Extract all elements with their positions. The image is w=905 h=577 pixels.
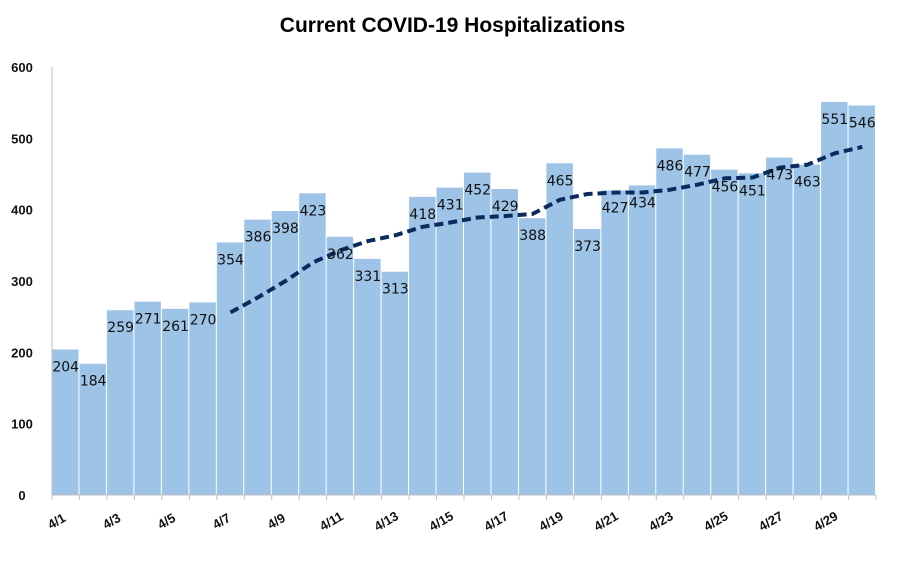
x-tick-label: 4/3 <box>100 510 123 532</box>
y-tick-label: 400 <box>11 203 33 218</box>
x-tick-label: 4/7 <box>210 510 233 532</box>
data-label-4-8: 386 <box>245 230 272 246</box>
x-tick-label: 4/21 <box>591 508 620 534</box>
x-tick-label: 4/19 <box>536 508 565 534</box>
chart-title: Current COVID-19 Hospitalizations <box>279 14 626 37</box>
bar-4-18 <box>518 218 546 495</box>
data-label-4-1: 204 <box>52 359 79 375</box>
data-label-4-16: 452 <box>464 183 491 199</box>
bar-4-16 <box>464 172 491 495</box>
data-label-4-30: 546 <box>849 116 876 132</box>
data-label-4-21: 427 <box>602 200 629 216</box>
data-label-4-19: 465 <box>547 173 574 189</box>
bar-4-19 <box>546 163 573 496</box>
bar-4-14 <box>409 196 436 495</box>
data-label-4-9: 398 <box>272 221 299 237</box>
data-label-4-23: 486 <box>657 158 684 174</box>
data-label-4-15: 431 <box>437 198 464 214</box>
data-label-4-14: 418 <box>409 207 436 223</box>
bar-4-29 <box>821 101 848 495</box>
bar-4-9 <box>271 211 299 496</box>
bar-4-17 <box>491 188 518 496</box>
bar-4-8 <box>244 219 271 496</box>
bar-4-1 <box>52 349 79 495</box>
x-tick-label: 4/5 <box>155 510 178 532</box>
bar-4-3 <box>106 310 134 495</box>
data-label-4-26: 451 <box>739 183 766 199</box>
bar-4-27 <box>766 157 793 496</box>
bar-4-23 <box>656 148 683 495</box>
y-tick-label: 200 <box>11 345 33 360</box>
data-label-4-25: 456 <box>712 180 739 196</box>
data-label-4-28: 463 <box>794 175 821 191</box>
bar-4-21 <box>601 190 628 495</box>
x-tick-label: 4/1 <box>45 510 68 532</box>
bar-4-26 <box>738 173 766 495</box>
data-label-4-13: 313 <box>382 282 409 298</box>
y-tick-label: 100 <box>11 417 33 432</box>
bar-4-4 <box>134 301 161 495</box>
data-label-4-18: 388 <box>519 228 546 244</box>
data-label-4-27: 473 <box>766 168 793 184</box>
x-tick-label: 4/13 <box>372 508 401 534</box>
bar-4-13 <box>381 271 409 495</box>
trend-line <box>229 144 863 315</box>
bar-4-25 <box>711 169 738 495</box>
bar-4-5 <box>161 308 189 495</box>
data-label-4-22: 434 <box>629 195 656 211</box>
x-tick-label: 4/11 <box>317 508 346 533</box>
bar-4-15 <box>436 187 463 495</box>
y-tick-label: 500 <box>11 131 33 146</box>
data-label-4-6: 270 <box>190 312 217 328</box>
data-label-4-7: 354 <box>217 252 244 268</box>
y-tick-label: 300 <box>11 274 33 289</box>
bar-4-30 <box>848 105 875 496</box>
data-label-4-29: 551 <box>821 112 848 128</box>
data-label-4-17: 429 <box>492 199 519 215</box>
data-label-4-10: 423 <box>300 203 327 219</box>
data-label-4-2: 184 <box>80 374 107 390</box>
bar-4-28 <box>793 164 821 495</box>
bar-4-12 <box>354 258 381 495</box>
data-label-4-5: 261 <box>162 319 189 335</box>
x-tick-label: 4/15 <box>426 508 455 534</box>
data-label-4-3: 259 <box>107 320 134 336</box>
data-label-4-4: 271 <box>135 312 162 328</box>
bar-4-10 <box>299 193 326 495</box>
y-tick-label: 600 <box>11 60 33 75</box>
bar-4-2 <box>79 363 106 495</box>
data-label-4-20: 373 <box>574 239 601 255</box>
bar-4-24 <box>683 154 711 496</box>
x-tick-label: 4/29 <box>811 508 840 534</box>
bar-4-20 <box>573 228 601 495</box>
data-label-4-12: 331 <box>354 269 381 285</box>
data-label-4-11: 362 <box>327 247 354 263</box>
bar-4-22 <box>628 185 656 495</box>
bar-4-11 <box>326 236 354 496</box>
data-label-4-24: 477 <box>684 165 711 181</box>
bar-4-7 <box>216 242 244 495</box>
x-tick-label: 4/25 <box>701 508 730 534</box>
x-tick-label: 4/17 <box>481 508 510 534</box>
x-tick-label: 4/27 <box>756 508 785 534</box>
x-tick-label: 4/9 <box>265 510 288 532</box>
bar-4-6 <box>189 302 216 495</box>
x-tick-label: 4/23 <box>646 508 675 534</box>
y-tick-label: 0 <box>18 488 25 503</box>
